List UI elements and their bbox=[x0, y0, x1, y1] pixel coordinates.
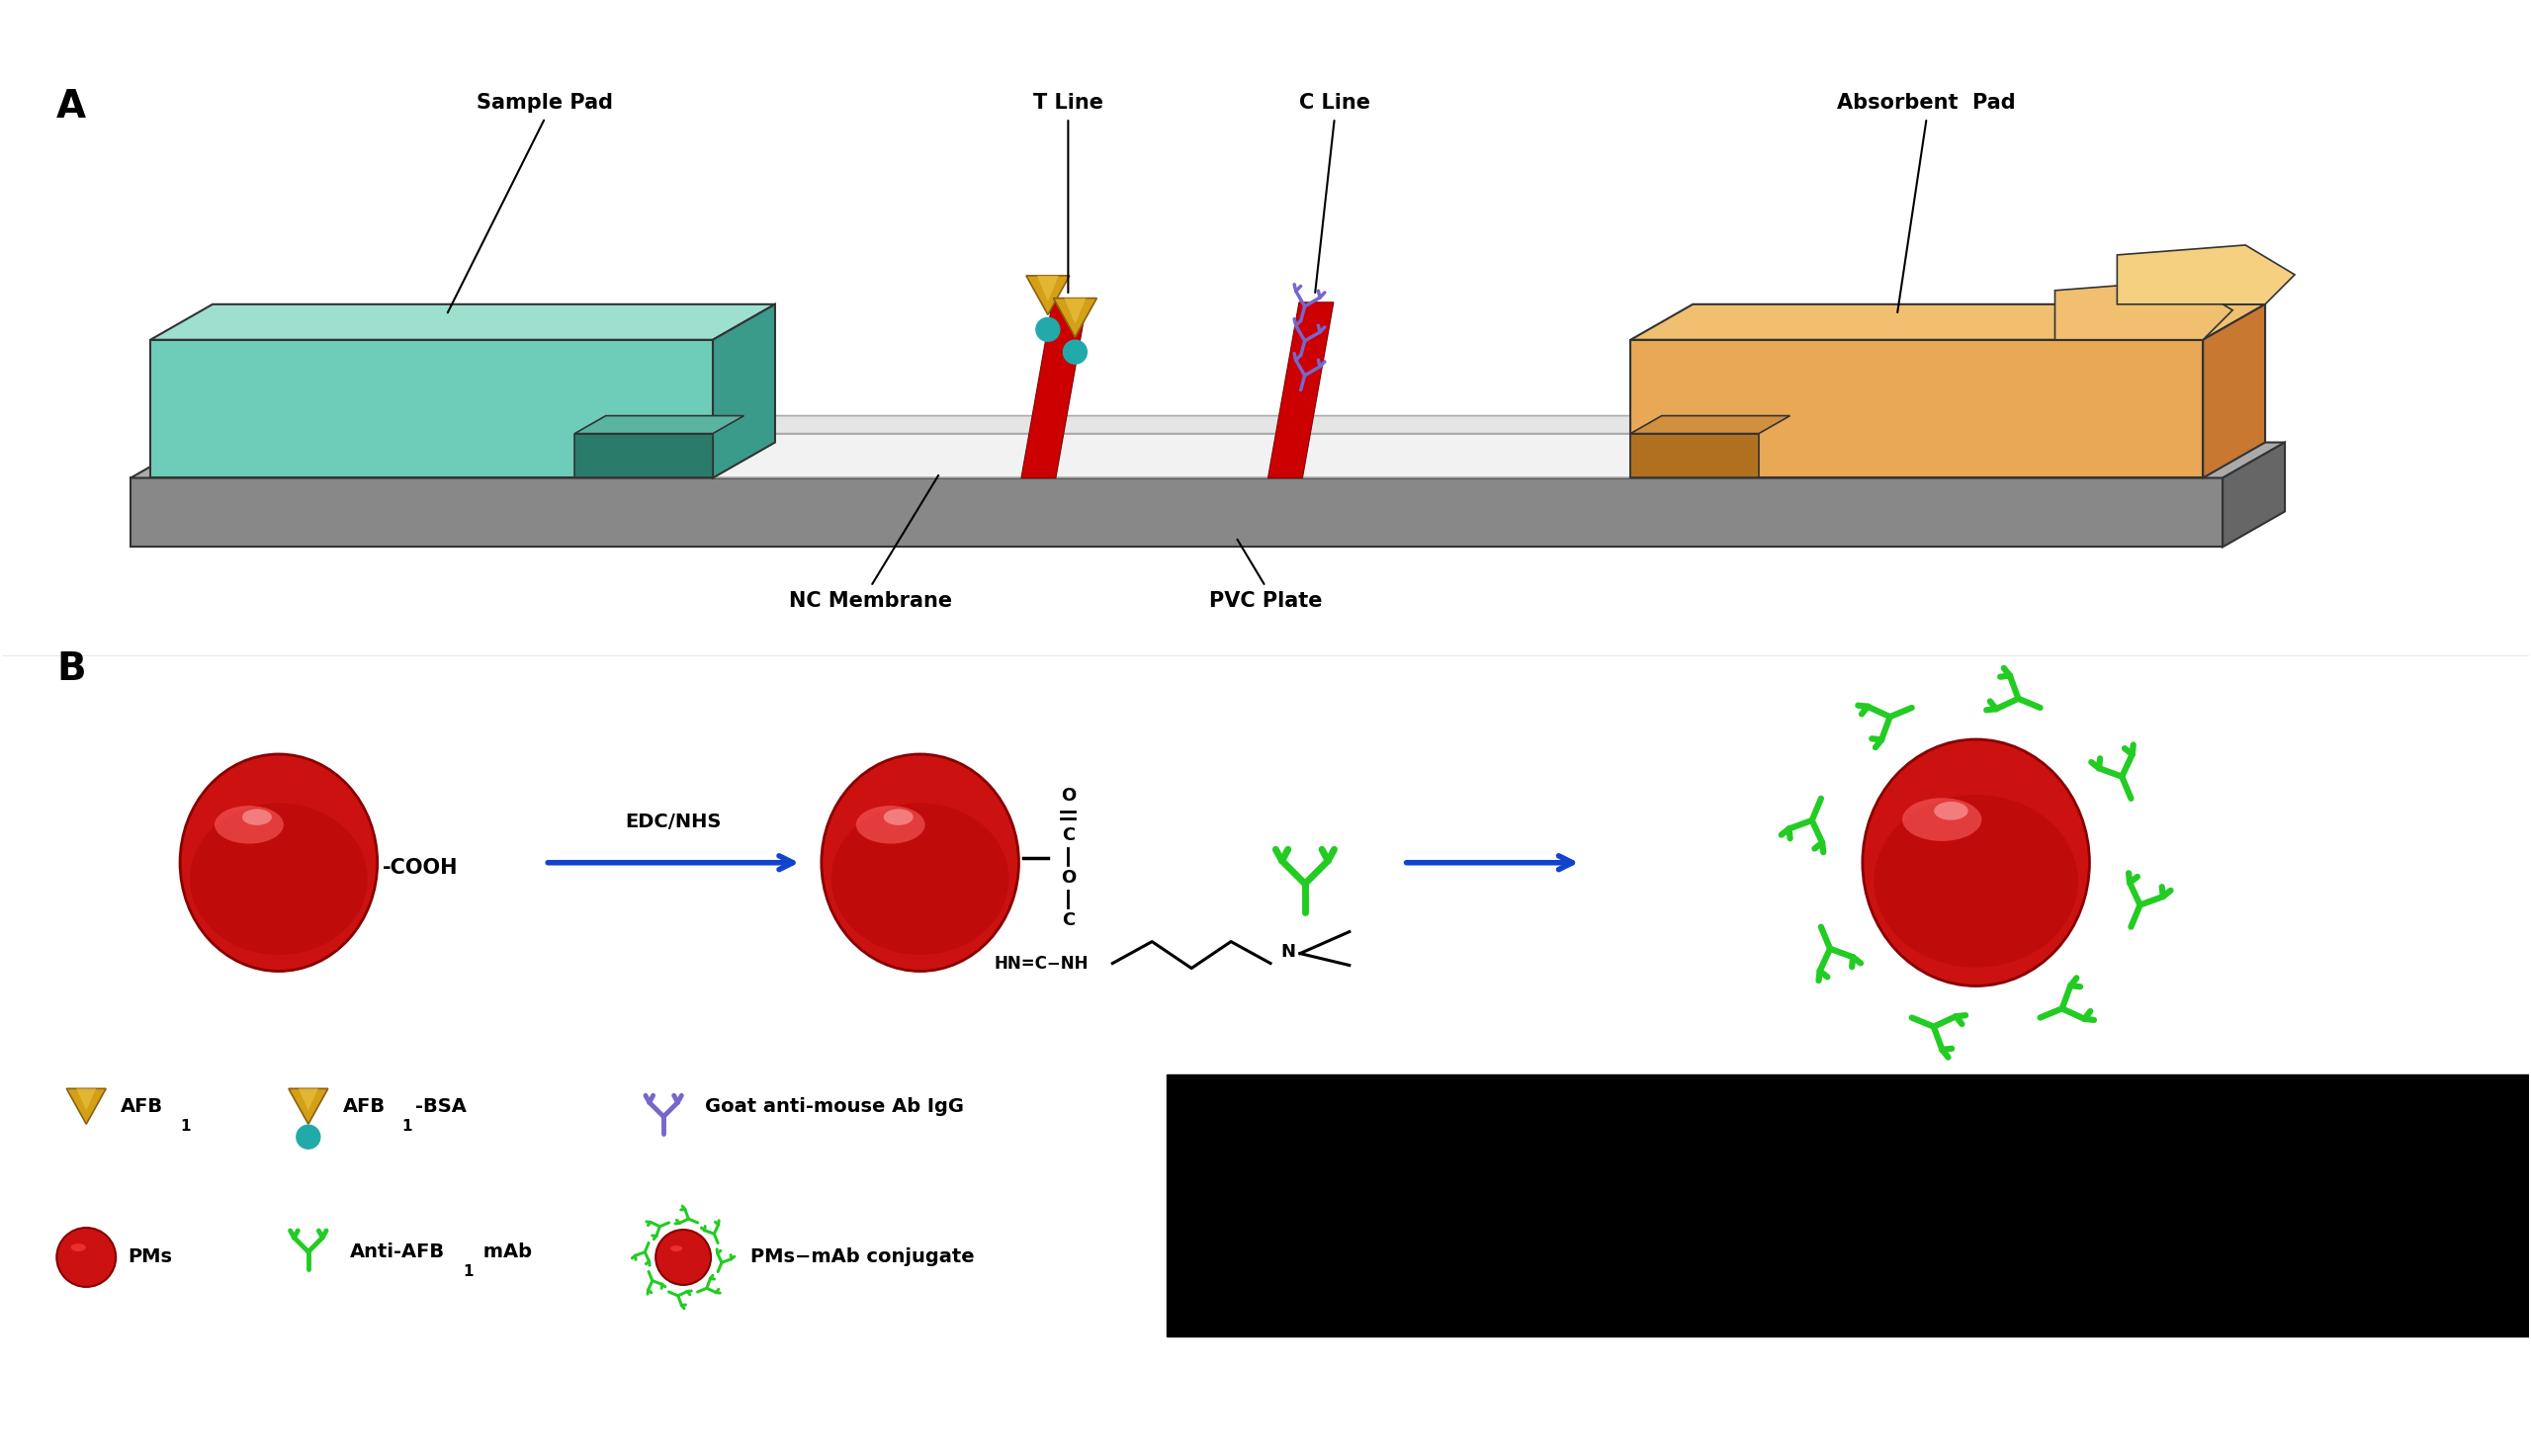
Circle shape bbox=[56, 1227, 116, 1287]
Text: 1: 1 bbox=[180, 1118, 190, 1134]
Ellipse shape bbox=[671, 1245, 683, 1251]
Polygon shape bbox=[575, 434, 714, 478]
Ellipse shape bbox=[1863, 740, 2091, 986]
Polygon shape bbox=[595, 416, 1731, 434]
Text: HN=C−NH: HN=C−NH bbox=[995, 954, 1088, 973]
Polygon shape bbox=[1038, 275, 1058, 301]
Ellipse shape bbox=[243, 810, 271, 826]
Polygon shape bbox=[289, 1089, 329, 1124]
Polygon shape bbox=[714, 304, 774, 478]
Circle shape bbox=[1035, 317, 1060, 341]
Text: T Line: T Line bbox=[1033, 93, 1104, 114]
Text: 1: 1 bbox=[463, 1265, 473, 1280]
Polygon shape bbox=[1630, 434, 1759, 478]
Polygon shape bbox=[1053, 298, 1096, 338]
Polygon shape bbox=[66, 1089, 106, 1124]
Ellipse shape bbox=[190, 802, 367, 955]
Text: -COOH: -COOH bbox=[382, 858, 458, 878]
Polygon shape bbox=[76, 1089, 96, 1111]
Text: Sample Pad: Sample Pad bbox=[476, 93, 613, 114]
Text: Anti-AFB: Anti-AFB bbox=[349, 1243, 445, 1262]
Ellipse shape bbox=[1934, 802, 1969, 820]
Text: AFB: AFB bbox=[342, 1096, 385, 1115]
Polygon shape bbox=[575, 416, 744, 434]
Polygon shape bbox=[149, 339, 714, 478]
Text: EDC/NHS: EDC/NHS bbox=[625, 812, 721, 831]
Polygon shape bbox=[2202, 304, 2265, 478]
Ellipse shape bbox=[180, 754, 377, 971]
Ellipse shape bbox=[1873, 795, 2078, 967]
Ellipse shape bbox=[215, 805, 283, 843]
Polygon shape bbox=[1025, 275, 1071, 314]
Text: A: A bbox=[56, 89, 86, 125]
Polygon shape bbox=[1701, 416, 1731, 478]
Polygon shape bbox=[1630, 339, 2202, 478]
Polygon shape bbox=[2055, 281, 2232, 339]
Polygon shape bbox=[2222, 443, 2285, 547]
Text: 1: 1 bbox=[402, 1118, 413, 1134]
Text: NC Membrane: NC Membrane bbox=[790, 591, 952, 612]
Polygon shape bbox=[1063, 298, 1086, 325]
Polygon shape bbox=[1630, 304, 2265, 339]
Text: C: C bbox=[1060, 911, 1076, 929]
Text: Goat anti-mouse Ab IgG: Goat anti-mouse Ab IgG bbox=[706, 1096, 964, 1115]
Polygon shape bbox=[299, 1089, 319, 1111]
Polygon shape bbox=[132, 443, 2285, 478]
Polygon shape bbox=[1167, 1075, 2528, 1337]
Text: AFB: AFB bbox=[121, 1096, 165, 1115]
Text: mAb: mAb bbox=[476, 1243, 532, 1262]
Text: -BSA: -BSA bbox=[415, 1096, 466, 1115]
Polygon shape bbox=[1268, 303, 1334, 478]
Text: PMs−mAb conjugate: PMs−mAb conjugate bbox=[749, 1248, 974, 1267]
Ellipse shape bbox=[883, 810, 914, 826]
Ellipse shape bbox=[830, 802, 1010, 955]
Polygon shape bbox=[595, 434, 1701, 478]
Polygon shape bbox=[1630, 416, 1789, 434]
Text: C Line: C Line bbox=[1298, 93, 1369, 114]
Text: O: O bbox=[1060, 786, 1076, 805]
Polygon shape bbox=[132, 478, 2222, 547]
Text: PVC Plate: PVC Plate bbox=[1210, 591, 1321, 612]
Text: PMs: PMs bbox=[127, 1248, 172, 1267]
Ellipse shape bbox=[823, 754, 1020, 971]
Polygon shape bbox=[2116, 245, 2296, 304]
Text: B: B bbox=[56, 651, 86, 689]
Polygon shape bbox=[149, 304, 774, 339]
Circle shape bbox=[1063, 341, 1086, 364]
Ellipse shape bbox=[1903, 798, 1982, 842]
Polygon shape bbox=[1023, 303, 1086, 478]
Text: N: N bbox=[1281, 942, 1296, 961]
Ellipse shape bbox=[855, 805, 924, 843]
Text: Absorbent  Pad: Absorbent Pad bbox=[1838, 93, 2017, 114]
Ellipse shape bbox=[71, 1243, 86, 1251]
Circle shape bbox=[296, 1125, 319, 1149]
Text: C: C bbox=[1060, 826, 1076, 844]
Circle shape bbox=[656, 1230, 711, 1286]
Text: O: O bbox=[1060, 869, 1076, 887]
